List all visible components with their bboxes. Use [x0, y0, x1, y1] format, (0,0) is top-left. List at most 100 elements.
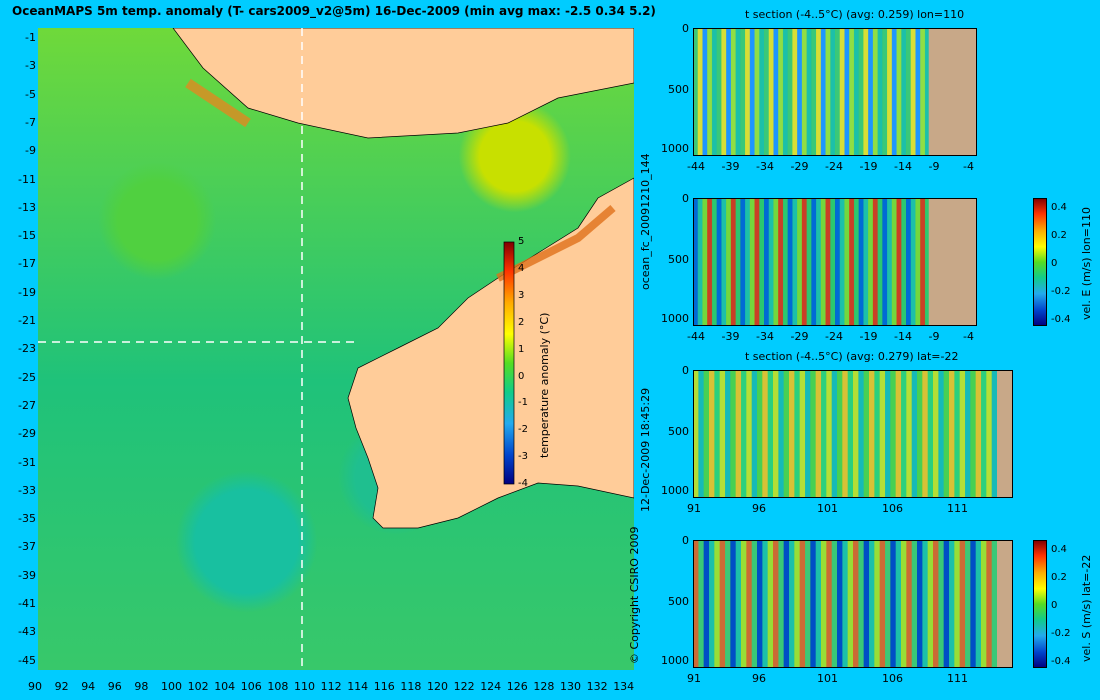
heatmap-column: [885, 370, 891, 498]
heatmap-column: [906, 198, 912, 326]
panel-colorbar-tick: -0.4: [1051, 656, 1071, 667]
panel-colorbar-tick: 0.4: [1051, 202, 1067, 213]
panel-colorbar-tick: -0.2: [1051, 628, 1071, 639]
section-panel: [693, 540, 1013, 668]
heatmap-column: [954, 540, 961, 668]
panel-colorbar-tick: 0: [1051, 258, 1058, 269]
heatmap-column: [911, 540, 918, 668]
heatmap-column: [768, 198, 774, 326]
main-title: OceanMAPS 5m temp. anomaly (T- cars2009_…: [12, 4, 656, 18]
heatmap-column: [787, 28, 793, 156]
heatmap-column: [896, 28, 902, 156]
heatmap-column: [910, 28, 916, 156]
panel-y-tick: 0: [682, 22, 689, 35]
panel-border: [693, 28, 977, 156]
heatmap-column: [810, 540, 817, 668]
heatmap-column: [895, 540, 902, 668]
heatmap-column: [831, 370, 838, 498]
heatmap-column: [825, 28, 831, 156]
panel-colorbar-fill: [1033, 198, 1047, 326]
panel-x-tick: -44: [687, 160, 705, 173]
heatmap-column: [933, 540, 939, 668]
heatmap-column: [820, 198, 827, 326]
heatmap-column: [799, 370, 806, 498]
land-mask: [928, 28, 977, 156]
panel-colorbar-label: vel. S (m/s) lat=-22: [1080, 554, 1093, 662]
warm-anomaly-java: [185, 78, 251, 128]
heatmap-column: [797, 28, 803, 156]
lat-tick-label: -29: [18, 427, 36, 441]
section-heatmap: [693, 28, 977, 156]
panel-x-tick: -14: [894, 330, 912, 343]
panel-x-tick: 96: [752, 502, 766, 515]
colorbar-tick-label: -3: [518, 451, 528, 463]
heatmap-column: [863, 198, 869, 326]
panel-title: t section (-4..5°C) (avg: 0.279) lat=-22: [745, 350, 959, 363]
heatmap-column: [697, 28, 703, 156]
heatmap-column: [821, 540, 827, 668]
map-lon-axis: 90 92 94 96 98 100 102 104 106 108 110 112 114 116 118…: [28, 680, 648, 696]
heatmap-column: [938, 370, 945, 498]
heatmap-column: [858, 198, 864, 326]
heatmap-column: [709, 540, 715, 668]
panel-x-tick: 111: [947, 502, 968, 515]
panel-colorbar-tick: 0.2: [1051, 572, 1067, 583]
heatmap-column: [842, 540, 849, 668]
heatmap-column: [816, 198, 822, 326]
map-overlay: [38, 28, 634, 670]
heatmap-column: [787, 198, 793, 326]
panel-y-tick: 500: [668, 425, 689, 439]
panel-x-tick: -29: [790, 330, 809, 343]
panel-y-tick: 1000: [661, 142, 689, 155]
heatmap-column: [801, 28, 808, 156]
lat-tick-label: -7: [25, 115, 36, 129]
lon-tick-label: 114: [347, 680, 369, 693]
heatmap-column: [981, 370, 987, 498]
heatmap-column: [885, 540, 891, 668]
heatmap-column: [920, 198, 926, 326]
lat-tick-label: -39: [18, 568, 36, 582]
heatmap-column: [849, 28, 855, 156]
heatmap-column: [869, 370, 875, 498]
heatmap-column: [910, 198, 916, 326]
section-heatmap: [693, 370, 1013, 498]
panel-x-tick: 96: [752, 672, 766, 685]
section-heatmap: [693, 540, 1013, 668]
panel-x-tick: -4: [963, 160, 974, 173]
heatmap-column: [869, 540, 875, 668]
heatmap-column: [863, 540, 870, 668]
heatmap-column: [762, 540, 769, 668]
land-mask: [997, 370, 1013, 498]
lat-tick-label: -19: [18, 285, 36, 299]
heatmap-column: [783, 540, 790, 668]
panel-x-tick: -19: [859, 160, 878, 173]
lat-tick-label: -25: [18, 370, 36, 384]
heatmap-column: [872, 198, 879, 326]
heatmap-column: [887, 198, 893, 326]
heatmap-column: [826, 370, 833, 498]
colorbar-tick-label: -2: [518, 424, 528, 436]
heatmap-column: [730, 28, 737, 156]
lat-tick-label: -33: [18, 483, 36, 497]
heatmap-column: [927, 370, 934, 498]
heatmap-column: [702, 198, 708, 326]
heatmap-column: [721, 198, 727, 326]
panel-y-tick: 0: [682, 534, 689, 547]
heatmap-column: [891, 28, 898, 156]
heatmap-column: [991, 540, 998, 668]
heatmap-column: [970, 540, 977, 668]
heatmap-column: [725, 540, 731, 668]
heatmap-column: [719, 370, 726, 498]
section-heatmap: [693, 198, 977, 326]
heatmap-column: [693, 370, 699, 498]
heatmap-column: [858, 28, 864, 156]
heatmap-column: [906, 370, 913, 498]
heatmap-column: [849, 198, 855, 326]
lon-tick-label: 128: [533, 680, 555, 693]
heatmap-column: [831, 540, 838, 668]
panel-x-tick: -9: [928, 160, 940, 173]
heatmap-column: [716, 198, 722, 326]
colorbar-tick-label: -4: [518, 478, 528, 490]
panel-x-tick: 91: [687, 502, 701, 515]
heatmap-column: [891, 198, 898, 326]
